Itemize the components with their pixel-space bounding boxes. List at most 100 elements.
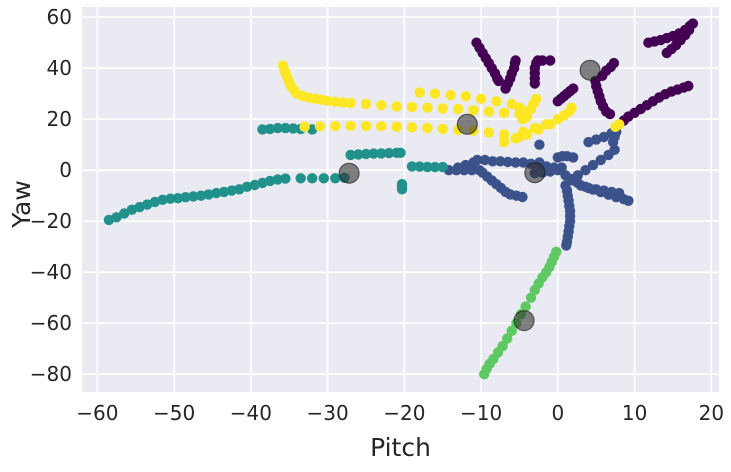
scatter-point (345, 97, 356, 109)
x-tick-label: 0 (551, 401, 564, 425)
scatter-point (264, 123, 276, 135)
grid-lines (82, 7, 719, 392)
scatter-point (498, 136, 510, 148)
scatter-point (337, 97, 349, 108)
scatter-point (537, 55, 548, 66)
scatter-point (623, 195, 634, 206)
scatter-point (572, 170, 583, 181)
scatter-point (360, 98, 372, 110)
scatter-point (360, 120, 372, 132)
scatter-point (368, 148, 379, 159)
scatter-point (280, 173, 291, 184)
scatter-point (318, 173, 329, 184)
scatter-point (287, 123, 299, 134)
scatter-point (517, 191, 528, 203)
centroid-marker (524, 162, 546, 184)
scatter-point (518, 126, 529, 138)
scatter-point (468, 105, 479, 116)
scatter-point (595, 154, 606, 166)
x-tick-label: −10 (460, 401, 502, 425)
scatter-point (376, 121, 387, 132)
scatter-point (314, 121, 326, 132)
scatter-point (506, 98, 517, 110)
x-tick-labels: −60 −50 −40 −30 −20 −10 0 10 20 (76, 401, 724, 425)
scatter-point (280, 122, 291, 134)
scatter-point (345, 120, 356, 131)
scatter-point (583, 182, 594, 194)
scatter-point (188, 191, 199, 202)
scatter-point (479, 154, 491, 166)
scatter-point (534, 139, 545, 150)
scatter-point (591, 184, 602, 195)
scatter-point (531, 93, 542, 105)
scatter-point (541, 119, 552, 130)
scatter-point (580, 165, 591, 176)
scatter-point (295, 173, 306, 184)
x-tick-label: −40 (230, 401, 272, 425)
x-axis-label: Pitch (370, 433, 431, 462)
scatter-point (307, 173, 318, 184)
centroid-markers (338, 59, 601, 332)
scatter-point (510, 157, 521, 168)
y-tick-label: 40 (47, 56, 72, 80)
scatter-point (487, 156, 498, 167)
centroid-marker (579, 59, 601, 81)
y-tick-label: −60 (30, 311, 72, 335)
scatter-point (529, 284, 540, 296)
scatter-point (406, 122, 418, 133)
cluster-3-series (479, 246, 562, 380)
y-tick-labels: −80 −60 −40 −20 0 20 40 60 (30, 5, 72, 386)
scatter-point (429, 88, 441, 99)
scatter-point (502, 156, 514, 168)
scatter-point (520, 301, 531, 312)
scatter-point (608, 57, 620, 69)
scatter-point (529, 122, 540, 134)
x-tick-label: −50 (153, 401, 195, 425)
scatter-point (396, 184, 408, 195)
y-axis-label: Yaw (7, 180, 36, 229)
scatter-point (506, 325, 517, 336)
scatter-point (614, 187, 625, 199)
scatter-point (561, 240, 572, 251)
scatter-point (437, 161, 448, 173)
scatter-point (422, 102, 433, 113)
scatter-point (598, 131, 610, 143)
centroid-marker (456, 113, 478, 135)
scatter-point (272, 174, 283, 185)
scatter-point (272, 122, 283, 134)
scatter-point (422, 161, 433, 173)
scatter-point (406, 101, 418, 113)
scatter-point (330, 120, 341, 132)
scatter-point (566, 102, 577, 113)
scatter-point (257, 124, 268, 135)
scatter-point (452, 103, 464, 115)
scatter-point (172, 193, 184, 204)
scatter-point (498, 129, 510, 140)
y-tick-label: 60 (47, 5, 72, 29)
scatter-point (545, 55, 556, 66)
scatter-point (437, 123, 448, 135)
scatter-point (510, 133, 521, 144)
scatter-point (111, 212, 122, 223)
scatter-point (345, 149, 356, 161)
scatter-point (491, 96, 502, 107)
scatter-point (422, 122, 433, 134)
scatter-point (498, 107, 510, 119)
scatter-point (429, 161, 441, 173)
scatter-point (157, 194, 168, 205)
scatter-point (614, 119, 625, 130)
scatter-point (683, 80, 694, 92)
scatter-point (460, 91, 471, 102)
scatter-point (414, 87, 425, 98)
scatter-point (525, 292, 537, 303)
scatter-point (475, 93, 487, 105)
scatter-point (510, 55, 521, 66)
centroid-marker (338, 162, 360, 184)
scatter-point (518, 157, 529, 168)
scatter-point (445, 89, 456, 101)
scatter-point (493, 75, 504, 87)
x-tick-label: −60 (76, 401, 118, 425)
scatter-point (479, 369, 490, 380)
scatter-point (299, 121, 310, 132)
